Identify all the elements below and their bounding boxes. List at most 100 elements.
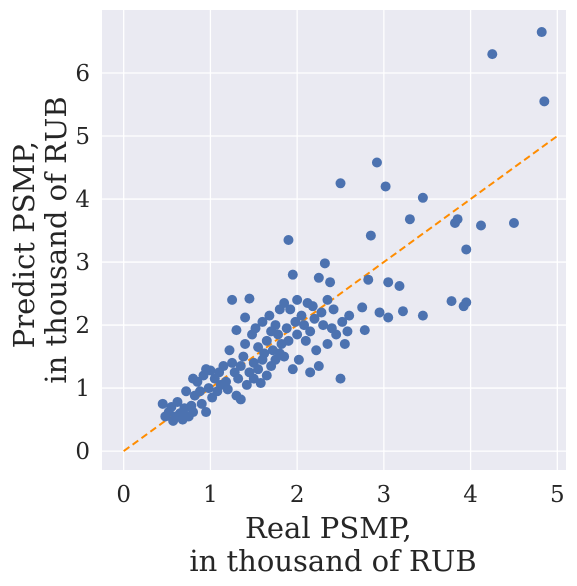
data-point: [363, 274, 374, 285]
x-tick-label: 5: [550, 482, 565, 508]
x-axis-title-line-2: in thousand of RUB: [189, 544, 476, 578]
data-point: [253, 342, 264, 353]
y-axis-title: Predict PSMP, in thousand of RUB: [7, 96, 73, 383]
x-tick-label: 0: [116, 482, 131, 508]
data-point: [270, 320, 281, 331]
data-point: [244, 293, 255, 304]
data-point: [335, 373, 346, 384]
data-point: [250, 323, 261, 334]
data-point: [476, 220, 487, 231]
x-axis-ticks: 0 1 2 3 4 5: [116, 482, 564, 508]
data-point: [394, 281, 405, 291]
data-point: [203, 383, 214, 394]
data-point: [224, 345, 235, 356]
data-point: [253, 364, 264, 375]
data-point: [192, 376, 203, 387]
data-point: [311, 345, 322, 356]
data-point: [292, 294, 303, 305]
data-point: [283, 235, 294, 245]
data-point: [359, 325, 370, 336]
data-point: [235, 394, 246, 405]
data-point: [508, 217, 519, 228]
data-point: [325, 277, 336, 288]
data-point: [342, 326, 353, 337]
data-point: [240, 312, 251, 323]
data-point: [264, 310, 275, 321]
y-tick-label: 1: [75, 376, 90, 402]
data-point: [261, 335, 272, 346]
data-point: [201, 407, 212, 418]
data-point: [296, 310, 307, 321]
y-tick-label: 5: [75, 124, 90, 150]
data-points: [157, 27, 550, 426]
data-point: [539, 96, 550, 107]
data-point: [313, 272, 324, 283]
data-point: [287, 364, 298, 375]
data-point: [157, 398, 168, 409]
data-point: [227, 357, 238, 368]
data-point: [404, 214, 415, 225]
data-point: [365, 230, 376, 241]
data-point: [536, 27, 547, 38]
data-point: [383, 312, 394, 323]
data-point: [305, 326, 316, 337]
y-axis-title-line-1: Predict PSMP,: [7, 141, 41, 348]
data-point: [235, 361, 246, 372]
data-point: [357, 302, 368, 313]
data-point: [240, 338, 251, 349]
data-point: [188, 407, 199, 418]
data-point: [305, 367, 316, 378]
data-point: [417, 310, 428, 321]
plot-area: [102, 10, 566, 470]
data-point: [279, 298, 290, 309]
data-point: [461, 244, 472, 255]
data-point: [322, 294, 333, 305]
y-axis-ticks: 0 1 2 3 4 5 6: [75, 61, 90, 465]
data-point: [339, 338, 350, 349]
data-point: [181, 386, 192, 397]
data-point: [487, 49, 498, 60]
data-point: [222, 384, 233, 395]
data-point: [218, 361, 229, 372]
data-point: [383, 277, 394, 288]
data-point: [241, 379, 252, 390]
data-point: [337, 316, 348, 327]
y-tick-label: 4: [75, 187, 90, 213]
data-point: [231, 325, 242, 336]
data-point: [227, 294, 238, 305]
x-axis-title-line-1: Real PSMP,: [245, 511, 412, 545]
x-tick-label: 3: [377, 482, 392, 508]
data-point: [446, 296, 457, 307]
data-point: [374, 307, 385, 318]
y-tick-label: 6: [75, 61, 90, 87]
data-point: [452, 214, 463, 225]
data-point: [279, 351, 290, 362]
data-point: [257, 316, 268, 327]
data-point: [285, 304, 296, 315]
data-point: [233, 373, 244, 384]
data-point: [205, 365, 216, 376]
data-point: [316, 307, 327, 318]
data-point: [292, 329, 303, 340]
data-point: [318, 320, 329, 331]
grid: [102, 10, 566, 470]
data-point: [273, 329, 284, 340]
data-point: [319, 258, 330, 269]
data-point: [371, 157, 382, 168]
data-point: [283, 335, 294, 346]
y-tick-label: 0: [75, 439, 90, 465]
data-point: [221, 376, 232, 387]
data-point: [195, 386, 206, 397]
data-point: [259, 348, 270, 359]
y-tick-label: 2: [75, 313, 90, 339]
data-point: [380, 181, 391, 192]
data-point: [397, 306, 408, 317]
data-point: [238, 351, 249, 362]
data-point: [290, 316, 301, 327]
data-point: [335, 178, 346, 189]
data-point: [309, 313, 320, 324]
y-axis-title-line-2: in thousand of RUB: [39, 96, 73, 383]
data-point: [344, 310, 355, 321]
data-point: [281, 323, 292, 334]
